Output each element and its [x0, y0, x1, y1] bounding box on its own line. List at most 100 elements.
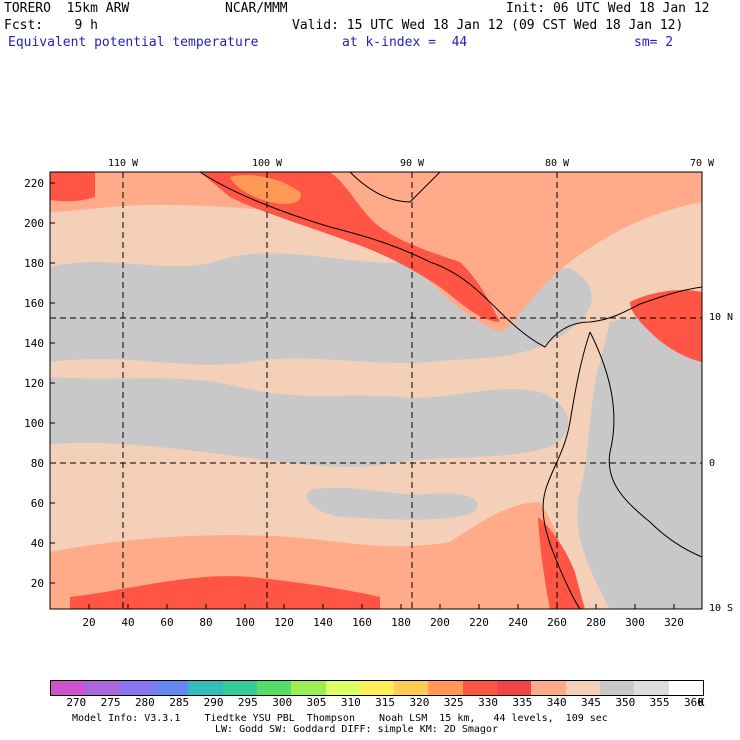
colorbar-swatch	[119, 681, 154, 695]
colorbar-swatch	[634, 681, 669, 695]
colorbar-swatch	[531, 681, 566, 695]
colorbar-level: 320	[409, 696, 430, 709]
colorbar-swatch	[188, 681, 223, 695]
lon-label: 80 W	[545, 158, 570, 169]
colorbar-level: 295	[237, 696, 258, 709]
colorbar-level: 350	[615, 696, 636, 709]
colorbar-level: 310	[340, 696, 361, 709]
colorbar-swatch	[85, 681, 120, 695]
smoothing-label: sm= 2	[634, 35, 674, 50]
colorbar	[50, 680, 704, 696]
colorbar-level: 360	[684, 696, 704, 709]
colorbar-swatch	[325, 681, 360, 695]
border-andes	[589, 331, 702, 558]
map-frame: 110 W 100 W 90 W 80 W 70 W 10 N 0 10 S 220 200 180…	[0, 150, 740, 640]
map-panel	[50, 172, 702, 609]
colorbar-swatch	[359, 681, 395, 695]
field-gray-east	[577, 317, 702, 609]
field-red-coast	[538, 517, 585, 609]
colorbar-level: 355	[649, 696, 670, 709]
left-tick-label: 20	[31, 577, 44, 590]
colorbar-swatch	[291, 681, 326, 695]
bottom-tick-label: 120	[274, 616, 294, 629]
field-orange-core	[230, 175, 301, 204]
field-red-north	[200, 172, 500, 322]
left-tick-label: 40	[31, 537, 44, 550]
bottom-tick-label: 280	[586, 616, 606, 629]
colorbar-level: 315	[375, 696, 396, 709]
bottom-tick-label: 220	[469, 616, 489, 629]
colorbar-level: 270	[66, 696, 87, 709]
coastline-gulf	[349, 172, 441, 203]
physics-info: LW: Godd SW: Goddard DIFF: simple KM: 2D…	[215, 724, 498, 735]
bottom-tick-label: 160	[352, 616, 372, 629]
left-tick-label: 80	[31, 457, 44, 470]
valid-time: Valid: 15 UTC Wed 18 Jan 12 (09 CST Wed …	[292, 18, 684, 33]
left-tick-label: 180	[24, 257, 44, 270]
colorbar-swatch	[600, 681, 635, 695]
colorbar-swatch	[428, 681, 463, 695]
graticule	[50, 172, 702, 609]
coastline-central-america	[199, 172, 702, 348]
field-red-south	[70, 576, 380, 609]
left-tick-label: 140	[24, 337, 44, 350]
forecast-hour: Fcst: 9 h	[4, 18, 98, 33]
colorbar-level: 280	[134, 696, 155, 709]
bottom-tick-label: 100	[235, 616, 255, 629]
lat-label: 0	[709, 458, 715, 469]
map-field	[50, 172, 702, 609]
left-tick-label: 100	[24, 417, 44, 430]
bottom-tick-label: 260	[547, 616, 567, 629]
lat-label: 10 N	[709, 312, 733, 323]
bottom-tick-label: 320	[664, 616, 684, 629]
colorbar-level: 345	[581, 696, 601, 709]
coastline-south-america	[542, 331, 591, 609]
field-gray-band-south	[306, 487, 478, 520]
colorbar-swatch	[51, 681, 86, 695]
colorbar-swatch	[497, 681, 532, 695]
colorbar-swatch	[565, 681, 600, 695]
model-info: Model Info: V3.3.1 Tiedtke YSU PBL Thomp…	[72, 713, 608, 724]
left-tick-label: 220	[24, 177, 44, 190]
lon-label: 110 W	[108, 158, 139, 169]
colorbar-level: 290	[203, 696, 224, 709]
colorbar-level: 305	[306, 696, 327, 709]
bottom-tick-label: 80	[199, 616, 212, 629]
colorbar-unit: K	[698, 696, 705, 709]
colorbar-swatch	[222, 681, 257, 695]
left-tick-label: 120	[24, 377, 44, 390]
left-tick-label: 60	[31, 497, 44, 510]
colorbar-swatch	[394, 681, 429, 695]
field-name: Equivalent potential temperature	[8, 35, 259, 50]
bottom-tick-label: 40	[121, 616, 134, 629]
field-red-east	[630, 290, 702, 362]
bottom-tick-label: 20	[82, 616, 95, 629]
colorbar-level: 330	[478, 696, 498, 709]
colorbar-swatch	[256, 681, 292, 695]
colorbar-swatch	[462, 681, 498, 695]
bottom-tick-label: 140	[313, 616, 333, 629]
lon-label: 100 W	[252, 158, 283, 169]
bottom-tick-label: 240	[508, 616, 528, 629]
lat-label: 10 S	[709, 603, 733, 614]
colorbar-level: 285	[169, 696, 190, 709]
colorbar-swatch	[153, 681, 189, 695]
field-gray-band-mid	[50, 377, 569, 467]
bottom-tick-label: 200	[430, 616, 450, 629]
lon-label: 70 W	[690, 158, 715, 169]
map-axes: 110 W 100 W 90 W 80 W 70 W 10 N 0 10 S 220 200 180…	[24, 158, 733, 629]
colorbar-level: 300	[272, 696, 293, 709]
bottom-tick-label: 60	[160, 616, 173, 629]
left-tick-label: 160	[24, 297, 44, 310]
bottom-tick-label: 300	[625, 616, 645, 629]
field-red-gulf	[50, 172, 95, 202]
colorbar-swatch	[668, 681, 703, 695]
lon-label: 90 W	[400, 158, 425, 169]
colorbar-level: 325	[443, 696, 464, 709]
field-salmon-north	[50, 172, 702, 332]
level-label: at k-index = 44	[342, 35, 468, 50]
colorbar-level: 335	[512, 696, 533, 709]
bottom-tick-label: 180	[391, 616, 411, 629]
init-time: Init: 06 UTC Wed 18 Jan 12	[506, 1, 710, 16]
colorbar-level: 340	[546, 696, 567, 709]
